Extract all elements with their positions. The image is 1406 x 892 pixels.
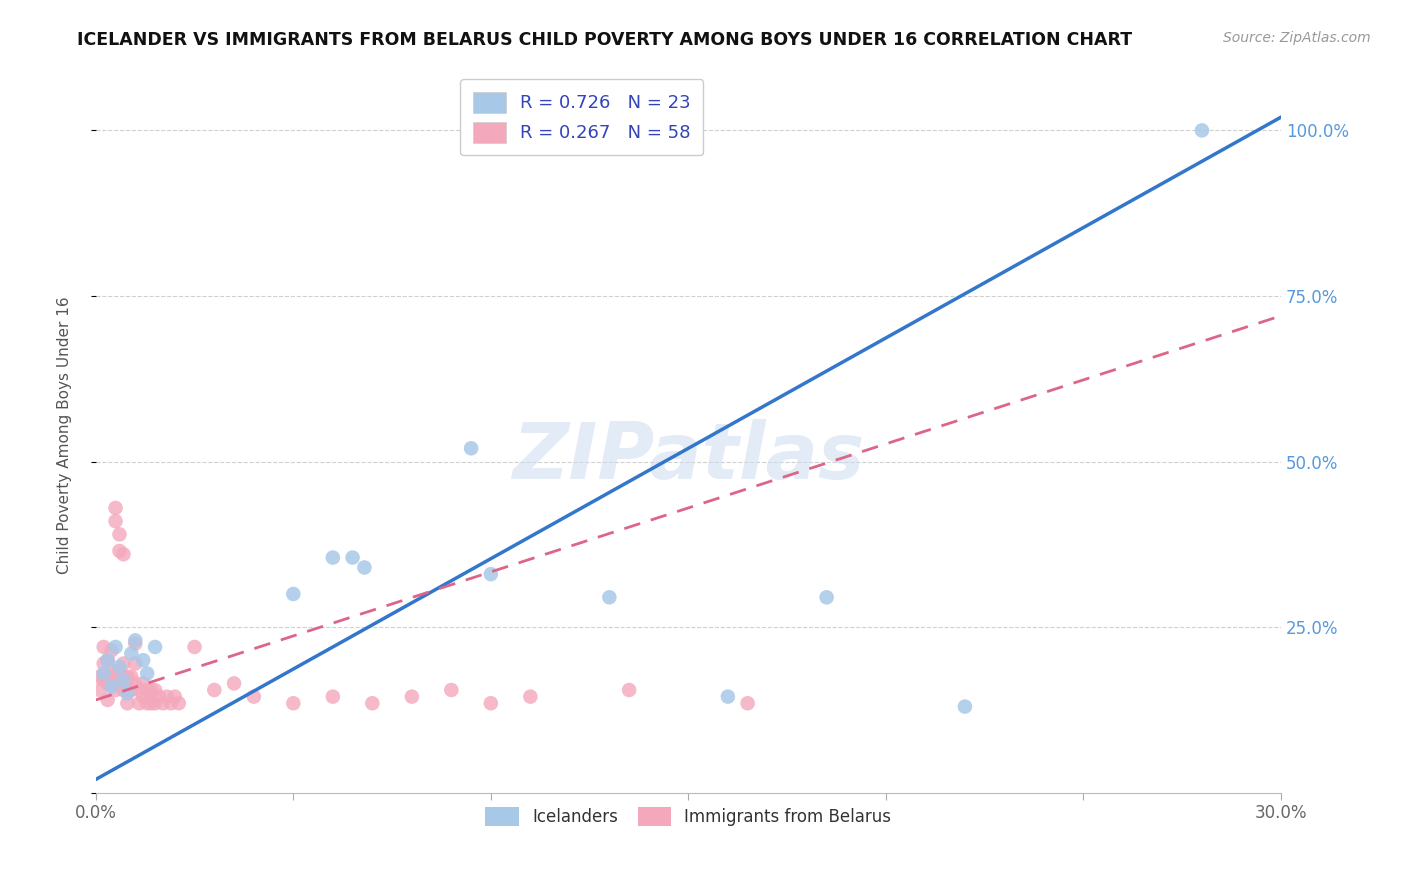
Point xyxy=(342,550,364,565)
Point xyxy=(143,683,166,698)
Point xyxy=(440,683,463,698)
Point xyxy=(136,696,159,710)
Point xyxy=(460,442,482,456)
Point xyxy=(89,683,111,698)
Point xyxy=(132,653,155,667)
Point xyxy=(124,676,146,690)
Point xyxy=(717,690,740,704)
Y-axis label: Child Poverty Among Boys Under 16: Child Poverty Among Boys Under 16 xyxy=(58,296,72,574)
Point xyxy=(117,686,139,700)
Point xyxy=(120,683,142,698)
Point xyxy=(97,693,120,707)
Point xyxy=(136,666,159,681)
Point xyxy=(97,676,120,690)
Point xyxy=(108,544,131,558)
Point xyxy=(112,670,135,684)
Point xyxy=(283,696,305,710)
Point xyxy=(100,643,122,657)
Point xyxy=(128,696,150,710)
Text: ICELANDER VS IMMIGRANTS FROM BELARUS CHILD POVERTY AMONG BOYS UNDER 16 CORRELATI: ICELANDER VS IMMIGRANTS FROM BELARUS CHI… xyxy=(77,31,1132,49)
Point xyxy=(104,683,127,698)
Point xyxy=(104,666,127,681)
Point xyxy=(108,670,131,684)
Point xyxy=(104,640,127,654)
Point xyxy=(617,683,640,698)
Point xyxy=(108,527,131,541)
Point xyxy=(100,663,122,677)
Point xyxy=(479,696,502,710)
Point xyxy=(104,514,127,528)
Point xyxy=(148,690,170,704)
Point xyxy=(479,567,502,582)
Point xyxy=(104,500,127,515)
Point xyxy=(124,637,146,651)
Point xyxy=(136,683,159,698)
Point xyxy=(112,683,135,698)
Point xyxy=(322,550,344,565)
Point xyxy=(124,633,146,648)
Point xyxy=(143,640,166,654)
Point xyxy=(163,690,186,704)
Point xyxy=(322,690,344,704)
Point xyxy=(283,587,305,601)
Point xyxy=(737,696,759,710)
Point xyxy=(222,676,245,690)
Point xyxy=(128,683,150,698)
Point xyxy=(132,676,155,690)
Point xyxy=(120,670,142,684)
Point xyxy=(160,696,183,710)
Point xyxy=(139,683,162,698)
Point xyxy=(93,657,115,671)
Point xyxy=(143,696,166,710)
Point xyxy=(598,591,620,605)
Point xyxy=(401,690,423,704)
Point xyxy=(1191,123,1213,137)
Point xyxy=(152,696,174,710)
Point xyxy=(108,660,131,674)
Point xyxy=(93,666,115,681)
Point xyxy=(519,690,541,704)
Point xyxy=(112,547,135,561)
Point xyxy=(353,560,375,574)
Text: Source: ZipAtlas.com: Source: ZipAtlas.com xyxy=(1223,31,1371,45)
Point xyxy=(815,591,838,605)
Point xyxy=(132,690,155,704)
Point xyxy=(117,696,139,710)
Point xyxy=(120,647,142,661)
Point xyxy=(243,690,266,704)
Point xyxy=(361,696,384,710)
Point xyxy=(97,653,120,667)
Point xyxy=(100,680,122,694)
Point xyxy=(93,640,115,654)
Point xyxy=(112,657,135,671)
Point xyxy=(156,690,179,704)
Point xyxy=(97,653,120,667)
Point xyxy=(167,696,190,710)
Point xyxy=(117,670,139,684)
Legend: Icelanders, Immigrants from Belarus: Icelanders, Immigrants from Belarus xyxy=(477,798,900,834)
Point xyxy=(139,696,162,710)
Point xyxy=(117,683,139,698)
Point xyxy=(953,699,976,714)
Point xyxy=(89,670,111,684)
Point xyxy=(124,657,146,671)
Point xyxy=(112,673,135,687)
Point xyxy=(93,673,115,687)
Point xyxy=(202,683,225,698)
Text: ZIPatlas: ZIPatlas xyxy=(512,418,865,494)
Point xyxy=(183,640,205,654)
